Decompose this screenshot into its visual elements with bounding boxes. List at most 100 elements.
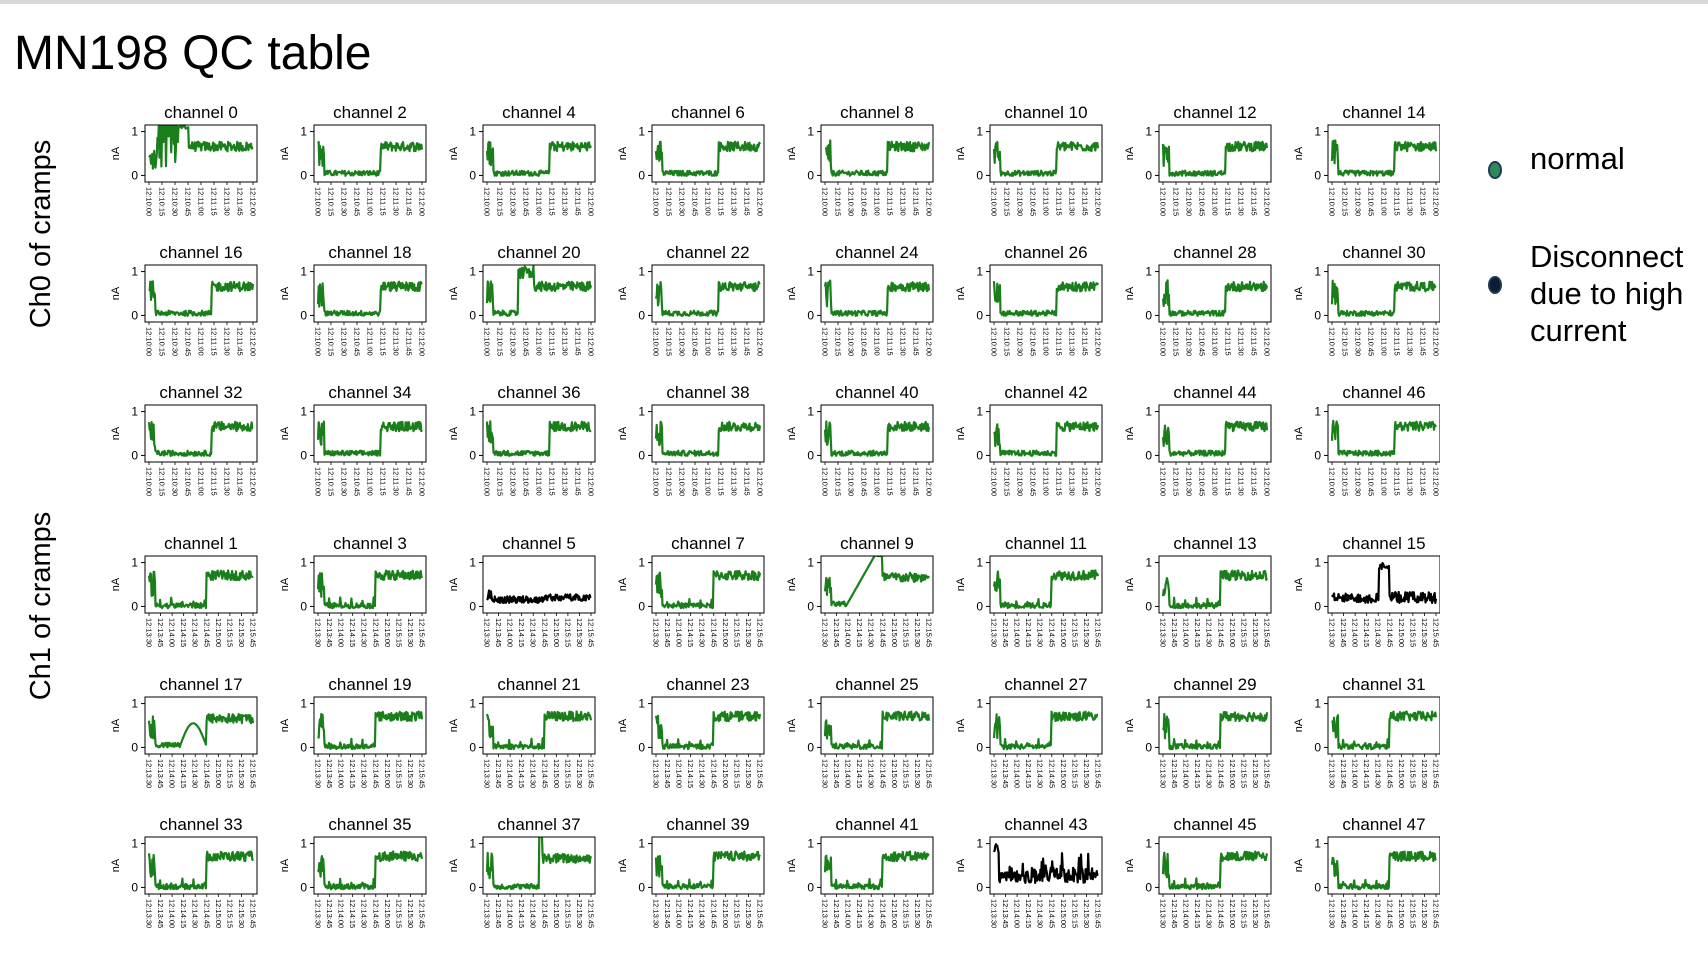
data-line	[317, 710, 424, 751]
x-tick-label: 12:10:30	[1354, 187, 1363, 216]
x-tick-label: 12:13:30	[1328, 899, 1337, 928]
x-tick-label: 12:14:15	[686, 618, 695, 647]
y-tick-label: 1	[1145, 697, 1152, 711]
x-tick-label: 12:15:45	[1094, 899, 1103, 928]
x-tick-label: 12:11:45	[1250, 187, 1259, 216]
panel-channel-42: channel 42 nA 0 1 12:10:00 12:10:15 12:10:30 12…	[955, 383, 1103, 496]
x-tick-label: 12:10:45	[1198, 327, 1207, 356]
x-tick-label: 12:12:00	[756, 187, 765, 216]
data-line	[654, 710, 762, 751]
y-tick-label: 0	[131, 448, 138, 462]
y-tick-label: 0	[1145, 448, 1152, 462]
x-tick-label: 12:15:45	[1432, 899, 1441, 928]
x-tick-label: 12:15:45	[587, 618, 596, 647]
x-tick-label: 12:11:30	[1406, 327, 1415, 356]
x-tick-label: 12:13:30	[483, 618, 492, 647]
x-tick-label: 12:15:15	[1070, 899, 1079, 928]
data-line	[992, 140, 1100, 177]
x-tick-label: 12:14:00	[1182, 618, 1191, 647]
x-tick-label: 12:10:45	[522, 467, 531, 496]
x-tick-label: 12:15:30	[1082, 618, 1091, 647]
y-tick-label: 1	[807, 125, 814, 139]
x-tick-label: 12:15:45	[756, 759, 765, 788]
x-tick-label: 12:11:15	[1393, 327, 1402, 356]
x-tick-label: 12:11:15	[210, 327, 219, 356]
panel-title: channel 13	[1173, 534, 1256, 553]
x-tick-label: 12:11:00	[1211, 187, 1220, 216]
x-tick-label: 12:15:15	[394, 618, 403, 647]
x-tick-label: 12:11:30	[1068, 467, 1077, 496]
x-tick-label: 12:10:15	[1341, 467, 1350, 496]
x-tick-label: 12:11:00	[1042, 327, 1051, 356]
data-line	[147, 850, 254, 891]
y-tick-label: 0	[638, 740, 645, 754]
x-tick-label: 12:15:00	[552, 759, 561, 788]
x-tick-label: 12:12:00	[925, 327, 934, 356]
x-tick-label: 12:11:45	[1081, 467, 1090, 496]
x-tick-label: 12:11:45	[405, 467, 414, 496]
y-tick-label: 0	[1314, 448, 1321, 462]
y-tick-label: 1	[976, 837, 983, 851]
x-tick-label: 12:13:30	[1328, 759, 1337, 788]
y-tick-label: 1	[300, 125, 307, 139]
y-axis-label: nA	[617, 426, 629, 440]
x-tick-label: 12:10:15	[327, 187, 336, 216]
data-line	[485, 710, 593, 751]
y-axis-label: nA	[110, 577, 122, 591]
x-tick-label: 12:13:30	[1159, 618, 1168, 647]
x-tick-label: 12:14:00	[675, 899, 684, 928]
x-tick-label: 12:10:30	[1185, 467, 1194, 496]
x-tick-label: 12:15:30	[744, 899, 753, 928]
plot-frame	[1327, 555, 1440, 614]
x-tick-label: 12:14:30	[1205, 618, 1214, 647]
x-tick-label: 12:14:15	[686, 759, 695, 788]
y-axis-label: nA	[955, 858, 967, 872]
data-line	[316, 280, 423, 317]
x-tick-label: 12:10:30	[171, 467, 180, 496]
x-tick-label: 12:14:15	[517, 618, 526, 647]
x-tick-label: 12:14:00	[1013, 618, 1022, 647]
x-tick-label: 12:11:30	[223, 327, 232, 356]
data-line	[823, 556, 930, 608]
x-tick-label: 12:15:00	[383, 899, 392, 928]
x-tick-label: 12:15:00	[214, 759, 223, 788]
x-tick-label: 12:13:30	[145, 899, 154, 928]
y-tick-label: 0	[131, 740, 138, 754]
x-tick-label: 12:11:15	[379, 467, 388, 496]
x-tick-label: 12:13:45	[1001, 899, 1010, 928]
qc-chart-grid: channel 0 nA 0 1 12:10:00 12:10:15 12:10:30 12:…	[110, 103, 1441, 928]
x-tick-label: 12:11:15	[1224, 187, 1233, 216]
plot-frame	[482, 555, 596, 614]
x-tick-label: 12:10:30	[678, 327, 687, 356]
x-tick-label: 12:10:45	[522, 327, 531, 356]
x-tick-label: 12:15:15	[901, 899, 910, 928]
x-tick-label: 12:15:30	[913, 618, 922, 647]
x-tick-label: 12:15:45	[418, 759, 427, 788]
data-line	[823, 420, 931, 457]
plot-frame	[1327, 836, 1440, 895]
y-axis-label: nA	[955, 718, 967, 732]
y-axis-label: nA	[955, 286, 967, 300]
x-tick-label: 12:11:30	[223, 187, 232, 216]
x-tick-label: 12:14:45	[878, 759, 887, 788]
x-tick-label: 12:10:45	[1367, 187, 1376, 216]
data-line	[1161, 420, 1269, 457]
data-line	[823, 279, 931, 317]
y-axis-label: nA	[786, 146, 798, 160]
y-tick-label: 0	[976, 740, 983, 754]
x-tick-label: 12:13:45	[156, 899, 165, 928]
panel-title: channel 19	[328, 675, 411, 694]
x-tick-label: 12:15:15	[1408, 618, 1417, 647]
x-tick-label: 12:10:30	[1016, 187, 1025, 216]
x-tick-label: 12:14:00	[1351, 618, 1360, 647]
y-axis-label: nA	[1124, 718, 1136, 732]
x-tick-label: 12:14:00	[675, 618, 684, 647]
x-tick-label: 12:15:15	[732, 618, 741, 647]
x-tick-label: 12:11:30	[561, 187, 570, 216]
x-tick-label: 12:11:15	[1393, 467, 1402, 496]
x-tick-label: 12:10:45	[860, 467, 869, 496]
y-axis-label: nA	[448, 858, 460, 872]
plot-frame	[651, 836, 765, 895]
x-tick-label: 12:11:30	[1237, 467, 1246, 496]
